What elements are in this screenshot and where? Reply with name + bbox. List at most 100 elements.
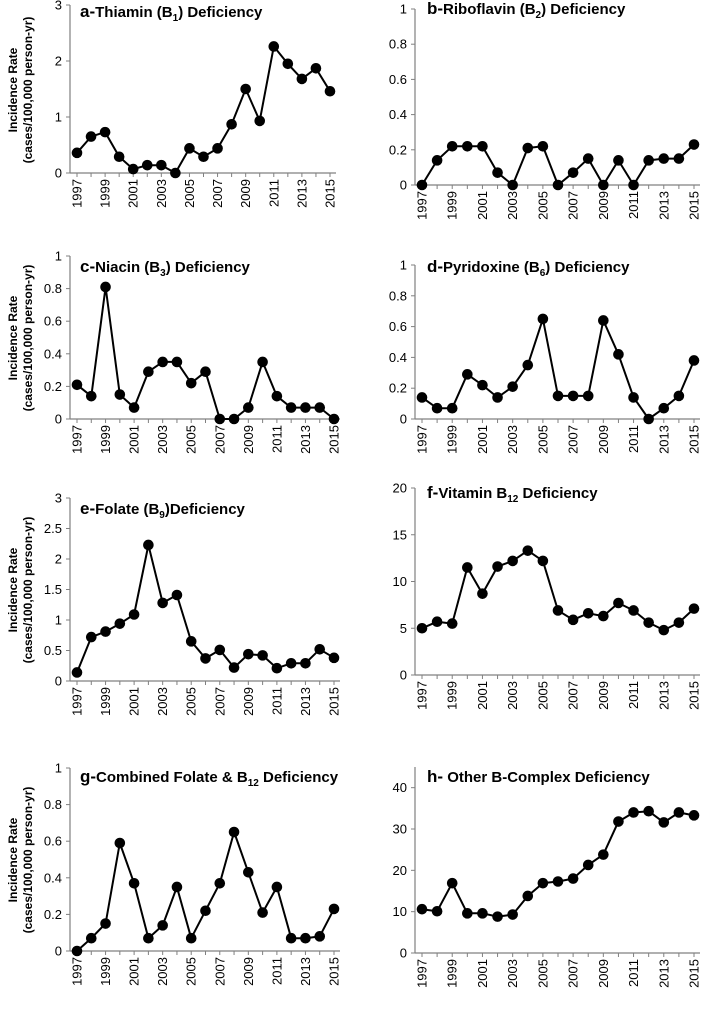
data-point: [673, 807, 685, 818]
data-point: [268, 41, 280, 52]
y-tick-label: 5: [400, 621, 407, 636]
x-tick-label: 2003: [155, 957, 170, 986]
data-point: [477, 140, 488, 152]
data-point: [673, 617, 685, 628]
x-tick-label: 2007: [566, 959, 581, 988]
data-point: [477, 908, 488, 919]
data-point: [537, 313, 549, 325]
data-point: [200, 653, 211, 664]
x-tick-label: 2011: [269, 957, 284, 985]
x-tick-label: 2003: [505, 191, 520, 220]
y-axis-label-line2: (cases/100,000 person-yr): [21, 17, 35, 164]
y-tick-label: 0.4: [389, 350, 407, 365]
data-point: [628, 179, 639, 191]
data-point: [310, 62, 322, 74]
series-line: [76, 286, 335, 420]
data-point: [156, 159, 167, 171]
x-tick-label: 2009: [596, 191, 611, 220]
x-tick-label: 1997: [70, 957, 85, 986]
data-point: [212, 143, 223, 154]
x-tick-label: 2013: [656, 191, 671, 220]
data-point: [658, 817, 670, 828]
data-point: [214, 413, 226, 425]
title-main: Combined Folate & B: [96, 769, 248, 786]
data-point: [567, 614, 579, 626]
x-tick-label: 2015: [327, 425, 342, 454]
x-tick-label: 2005: [184, 687, 199, 716]
y-tick-label: 1: [400, 258, 407, 273]
x-tick-label: 2013: [656, 681, 671, 710]
x-tick-label: 2007: [212, 687, 227, 716]
data-point: [100, 281, 111, 293]
x-tick-label: 2009: [241, 687, 256, 716]
data-point: [416, 903, 428, 915]
y-tick-label: 0.8: [389, 37, 407, 52]
title-subscript: 1: [173, 13, 179, 24]
title-subscript: 2: [536, 10, 542, 21]
x-tick-label: 2009: [238, 179, 253, 208]
x-tick-label: 2005: [184, 425, 199, 454]
data-point: [171, 881, 183, 893]
y-axis-label-line2: (cases/100,000 person-yr): [21, 265, 35, 412]
data-point: [314, 931, 326, 942]
data-point: [228, 662, 240, 673]
title-main: Riboflavin (B: [443, 1, 536, 18]
x-tick-label: 2013: [298, 425, 313, 454]
data-point: [628, 807, 639, 818]
x-tick-label: 2005: [535, 425, 550, 454]
x-tick-label: 2001: [475, 425, 490, 454]
data-point: [613, 597, 624, 609]
data-point: [243, 402, 254, 413]
data-point: [143, 539, 154, 551]
x-tick-label: 2015: [323, 179, 338, 208]
data-point: [582, 607, 594, 619]
data-point: [328, 652, 340, 664]
x-tick-label: 2001: [127, 687, 142, 716]
title-subscript: 9: [159, 510, 165, 521]
x-tick-label: 2001: [127, 425, 142, 454]
data-point: [567, 873, 579, 884]
data-point: [462, 140, 473, 152]
x-tick-label: 1999: [98, 179, 113, 208]
data-point: [141, 159, 153, 171]
y-tick-label: 0.6: [389, 72, 407, 87]
data-point: [416, 179, 428, 191]
x-tick-label: 2003: [505, 681, 520, 710]
x-tick-label: 2013: [656, 959, 671, 988]
panel-h: 0 10 20 30 40 1997 1999 2001 2003 2005 2007 2009 201…: [393, 767, 702, 988]
data-point: [314, 402, 326, 413]
x-tick-label: 2003: [505, 425, 520, 454]
y-tick-label: 0: [55, 674, 62, 689]
data-point: [185, 932, 197, 944]
x-tick-label: 2007: [212, 425, 227, 454]
panel-f: 0 5 10 15 20 1997 1999 2001 2003 2005 2007 2009 2011…: [393, 481, 702, 710]
x-tick-label: 2011: [626, 959, 641, 987]
data-point: [492, 392, 503, 403]
title-main: Other B-Complex Deficiency: [443, 769, 650, 786]
data-point: [300, 402, 311, 413]
data-point: [170, 167, 181, 179]
data-point: [257, 356, 268, 368]
x-tick-label: 2001: [475, 191, 490, 220]
data-point: [582, 153, 594, 164]
panel-a: 0 1 2 3 1997 1999 2001 2003 2005 2007 2009 2011 2013…: [6, 0, 338, 208]
data-point: [613, 155, 624, 166]
data-point: [628, 392, 639, 403]
y-tick-label: 1: [55, 249, 62, 264]
data-point: [300, 932, 311, 944]
data-point: [613, 349, 624, 360]
data-point: [598, 610, 609, 622]
title-main: Niacin (B: [95, 259, 160, 276]
x-tick-label: 2007: [566, 425, 581, 454]
x-tick-label: 1999: [445, 959, 460, 988]
data-point: [416, 622, 428, 634]
x-tick-label: 2015: [687, 191, 702, 220]
y-tick-label: 0.6: [44, 314, 62, 329]
x-tick-label: 1997: [70, 425, 85, 454]
x-tick-label: 2003: [154, 179, 169, 208]
data-point: [228, 413, 240, 425]
x-tick-label: 1997: [415, 959, 430, 988]
title-rest: ) Deficiency: [541, 1, 626, 18]
data-point: [243, 867, 254, 878]
data-point: [507, 555, 518, 567]
